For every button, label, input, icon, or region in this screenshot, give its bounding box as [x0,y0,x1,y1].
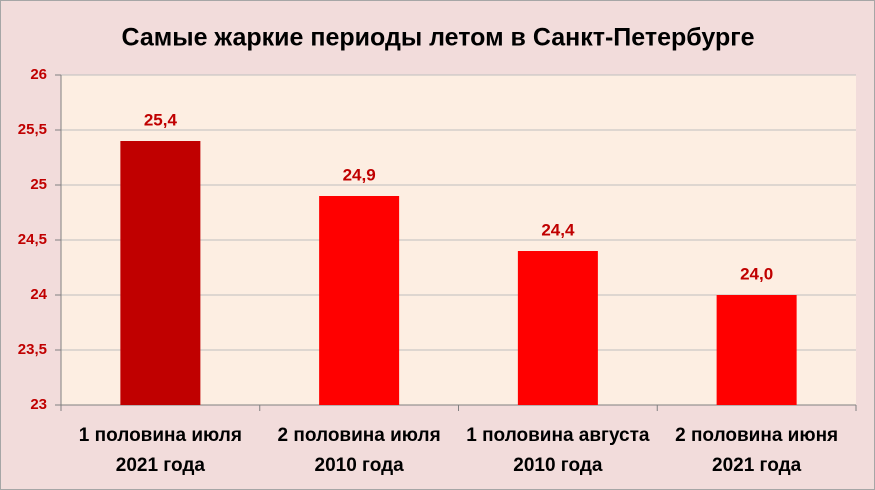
x-tick-label: 2 половина июня 2021 года [675,425,839,476]
y-tick-label: 25,5 [18,121,47,138]
y-tick-label: 23,5 [18,341,47,358]
x-tick-label: 1 половина августа 2010 года [466,425,650,476]
chart-title: Самые жаркие периоды летом в Санкт-Петер… [121,24,754,52]
y-tick-label: 24 [30,286,47,303]
bar [319,196,400,405]
data-label: 24,0 [740,264,773,283]
data-label: 25,4 [144,110,178,129]
x-tick-label: 2 половина июля 2010 года [277,425,441,476]
y-tick-label: 25 [30,176,47,193]
y-tick-label: 24,5 [18,231,47,248]
y-tick-label: 23 [30,396,47,413]
y-tick-label: 26 [30,66,47,83]
bar [120,141,201,405]
bar [517,251,598,405]
data-label: 24,9 [343,165,376,184]
bar [716,295,797,405]
data-label: 24,4 [541,220,575,239]
x-tick-label: 1 половина июля 2021 года [78,425,242,476]
